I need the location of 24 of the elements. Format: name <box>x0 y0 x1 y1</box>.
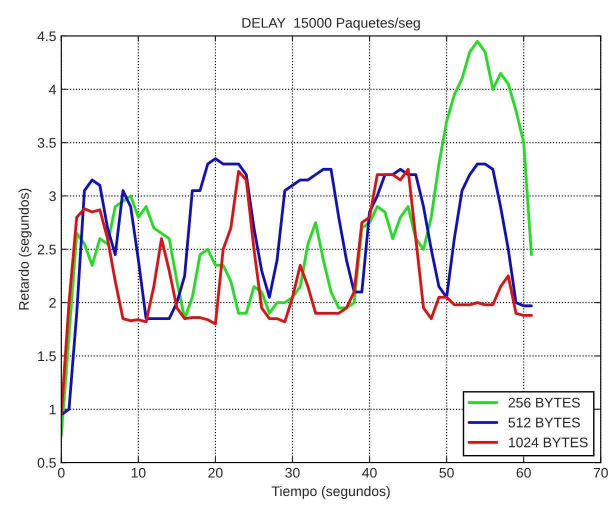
x-tick-label: 40 <box>362 468 377 478</box>
x-tick-label: 60 <box>516 468 531 478</box>
y-tick-label: 3 <box>49 191 56 202</box>
x-axis-title: Tiempo (segundos) <box>272 486 390 499</box>
y-tick-label: 1.5 <box>38 351 56 362</box>
legend-label: 1024 BYTES <box>509 438 588 448</box>
x-tick-label: 20 <box>208 468 223 478</box>
x-tick-label: 0 <box>58 468 65 478</box>
y-tick-label: 4 <box>49 84 56 94</box>
y-tick-label: 4.5 <box>37 31 56 42</box>
legend-label: 512 BYTES <box>508 418 580 428</box>
x-tick-label: 70 <box>594 468 608 478</box>
y-axis-title: Retardo (segundos) <box>18 188 32 310</box>
chart-title: DELAY 15000 Paquetes/seg <box>242 18 420 31</box>
y-tick-label: 1 <box>50 404 56 414</box>
y-tick-label: 3.5 <box>38 138 56 148</box>
legend-label: 256 BYTES <box>508 398 580 408</box>
x-tick-label: 50 <box>439 468 454 478</box>
y-tick-label: 2 <box>49 298 56 308</box>
x-tick-label: 30 <box>285 468 300 478</box>
x-tick-label: 10 <box>132 468 146 478</box>
y-tick-label: 2.5 <box>38 244 56 254</box>
line-series <box>61 40 533 438</box>
y-tick-label: 0.5 <box>38 458 56 468</box>
